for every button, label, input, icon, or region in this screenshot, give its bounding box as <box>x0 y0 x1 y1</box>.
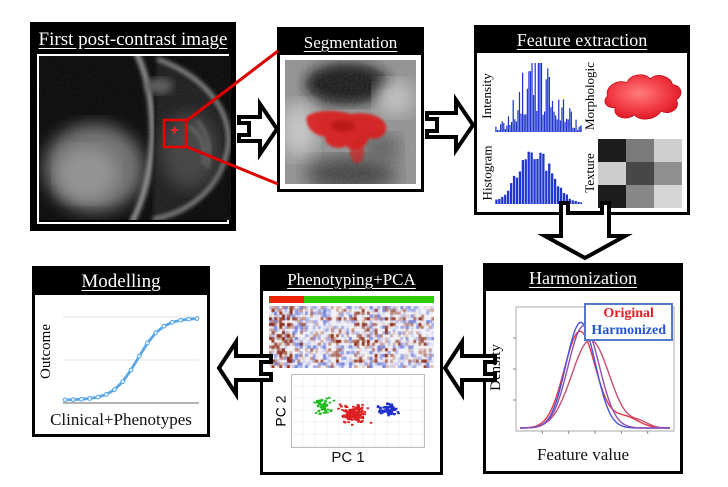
panel-title: First post-contrast image <box>33 25 233 54</box>
pca-scatter-plot <box>291 374 425 448</box>
feature-intensity: Intensity <box>479 55 582 136</box>
segmentation-mask-overlay <box>306 110 387 163</box>
mri-image <box>37 54 231 224</box>
morphologic-shape-icon <box>604 74 682 120</box>
panel-title: Harmonization <box>486 266 680 291</box>
texture-cell <box>626 138 654 162</box>
panel-title: Phenotyping+PCA <box>263 268 440 291</box>
texture-cell <box>654 138 682 162</box>
outcome-axis-label: Outcome <box>37 324 54 379</box>
legend-original: Original <box>603 306 654 321</box>
harmonization-legend: Original Harmonized <box>584 303 673 341</box>
sigmoid-curve-plot <box>62 316 200 404</box>
class-bar-green-segment <box>303 296 434 303</box>
panel-title: Segmentation <box>280 30 421 55</box>
segmentation-image <box>285 60 416 184</box>
lesion-cross-marker <box>171 126 178 134</box>
histogram-label: Histogram <box>479 145 495 201</box>
lesion-box <box>162 118 188 149</box>
texture-cell <box>598 138 626 162</box>
pca-plot: PC 2 PC 1 <box>271 374 434 468</box>
harmonization-plot: Density Feature value Original Harmonize… <box>486 291 680 471</box>
feature-texture: Texture <box>582 136 685 210</box>
shape-histogram-icon <box>495 151 582 205</box>
feature-histogram: Histogram <box>479 136 582 210</box>
phenotype-heatmap <box>269 306 434 368</box>
legend-harmonized: Harmonized <box>591 323 666 338</box>
texture-cell <box>598 161 626 185</box>
clinical-phenotypes-axis-label: Clinical+Phenotypes <box>50 410 192 429</box>
class-bar-red-segment <box>269 296 304 303</box>
panel-title: Modelling <box>35 269 207 295</box>
texture-cell <box>654 184 682 208</box>
density-axis-label: Density <box>487 343 504 391</box>
morphologic-label: Morphologic <box>582 61 598 130</box>
pc1-axis-label: PC 1 <box>331 449 365 466</box>
texture-label: Texture <box>582 153 598 193</box>
texture-matrix-icon <box>598 138 682 208</box>
panel-phenotyping-pca: Phenotyping+PCA PC 2 PC 1 <box>260 265 443 475</box>
pc2-axis-label: PC 2 <box>273 395 289 427</box>
modelling-plot: Outcome Clinical+Phenotypes <box>35 295 207 434</box>
arrow-right-2-icon <box>425 93 476 157</box>
texture-cell <box>626 161 654 185</box>
feature-grid: Intensity Morphologic Histogram Texture <box>477 53 687 212</box>
panel-post-contrast: First post-contrast image <box>30 22 236 231</box>
panel-harmonization: Harmonization Density Feature value Orig… <box>483 263 683 474</box>
panel-segmentation: Segmentation <box>277 27 424 192</box>
texture-cell <box>626 184 654 208</box>
panel-title: Feature extraction <box>477 28 687 53</box>
texture-cell <box>654 161 682 185</box>
arrow-right-1-icon <box>237 97 280 161</box>
feature-value-axis-label: Feature value <box>536 445 630 464</box>
density-curves-plot <box>513 306 675 434</box>
intensity-label: Intensity <box>479 72 494 119</box>
texture-cell <box>598 184 626 208</box>
segmented-lesion-image <box>285 60 416 184</box>
breast-mri-image <box>39 56 231 220</box>
panel-feature-extraction: Feature extraction Intensity Morphologic… <box>474 25 690 215</box>
feature-morphologic: Morphologic <box>582 55 685 136</box>
phenotyping-content: PC 2 PC 1 <box>263 291 440 472</box>
intensity-histogram-icon <box>495 62 582 132</box>
cluster-class-bar <box>269 296 434 303</box>
panel-modelling: Modelling Outcome Clinical+Phenotypes <box>32 266 210 437</box>
